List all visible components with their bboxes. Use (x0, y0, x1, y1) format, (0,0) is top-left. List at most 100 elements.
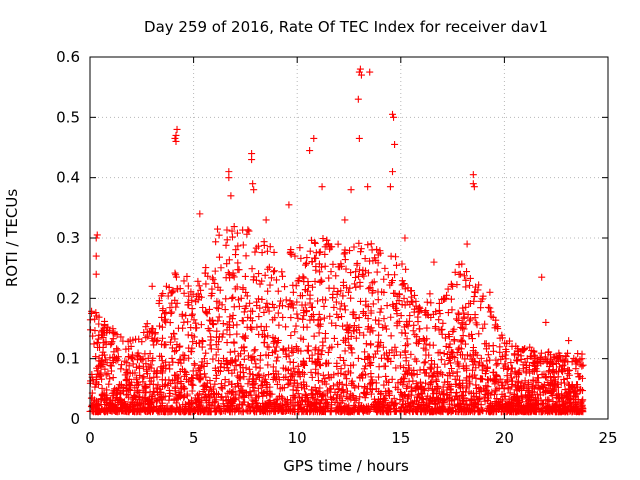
data-point (489, 408, 497, 416)
data-point (273, 400, 281, 408)
data-point (573, 381, 581, 389)
data-point (285, 344, 293, 352)
data-point (202, 308, 210, 316)
data-point (226, 313, 234, 321)
data-point (438, 402, 446, 410)
data-point (264, 287, 272, 295)
data-point (558, 390, 566, 398)
data-point (525, 397, 533, 405)
data-point (355, 314, 363, 322)
data-point (347, 408, 355, 416)
data-point (322, 395, 330, 403)
data-point (181, 352, 189, 360)
data-point (225, 256, 233, 264)
data-point (357, 248, 365, 256)
data-point (391, 271, 399, 279)
data-point (125, 403, 133, 411)
data-point (433, 368, 441, 376)
data-point (506, 389, 514, 397)
data-point (356, 329, 364, 337)
data-point (310, 254, 318, 262)
data-point (315, 310, 323, 318)
data-point (434, 395, 442, 403)
data-point (485, 404, 493, 412)
data-point (454, 316, 462, 324)
data-point (519, 395, 527, 403)
data-point (92, 309, 100, 317)
data-point (224, 321, 232, 329)
data-point (212, 351, 220, 359)
data-point (576, 387, 584, 395)
data-point (428, 385, 436, 393)
data-point (462, 364, 470, 372)
data-point (306, 291, 314, 299)
data-point (364, 325, 372, 333)
data-point (242, 288, 250, 296)
data-point (331, 398, 339, 406)
data-point (373, 245, 381, 253)
data-point (367, 309, 375, 317)
data-point (319, 338, 327, 346)
data-point (180, 277, 188, 285)
data-point (368, 279, 376, 287)
data-point (121, 371, 129, 379)
data-point (527, 401, 535, 409)
data-point (396, 362, 404, 370)
data-point (306, 247, 314, 255)
data-point (168, 354, 176, 362)
data-point (446, 340, 454, 348)
data-point (387, 252, 395, 260)
data-point (255, 370, 263, 378)
data-point (401, 348, 409, 356)
data-point (396, 351, 404, 359)
data-point (453, 315, 460, 323)
data-point (347, 294, 355, 302)
data-point (209, 320, 217, 328)
data-point (381, 264, 389, 272)
data-point (451, 268, 459, 276)
data-point (292, 343, 300, 351)
data-point (267, 407, 275, 415)
data-point (319, 234, 327, 242)
data-point (222, 241, 230, 249)
data-point (459, 351, 467, 359)
data-point (389, 168, 397, 176)
data-point (460, 272, 468, 280)
data-point (559, 400, 567, 408)
data-point (393, 310, 401, 318)
data-point (337, 260, 345, 268)
data-point (416, 325, 424, 333)
data-point (202, 393, 210, 401)
data-point (500, 392, 508, 400)
data-point (201, 269, 209, 277)
data-point (180, 408, 188, 416)
data-point (174, 285, 182, 293)
data-point (444, 309, 452, 317)
data-point (230, 223, 238, 231)
data-point (447, 348, 455, 356)
data-point (172, 137, 180, 145)
data-point (291, 252, 299, 260)
data-point (95, 331, 103, 339)
data-point (376, 308, 384, 316)
data-point (168, 344, 176, 352)
data-point (157, 402, 165, 410)
data-point (389, 110, 397, 118)
data-point (373, 347, 381, 355)
data-point (277, 297, 285, 305)
data-point (302, 382, 310, 390)
data-point (565, 371, 573, 379)
data-point (168, 288, 176, 296)
data-point (515, 385, 523, 393)
data-point (285, 379, 293, 387)
data-point (579, 404, 587, 412)
data-point (239, 333, 247, 341)
data-point (278, 268, 286, 276)
data-point (368, 386, 376, 394)
data-point (162, 358, 170, 366)
data-point (286, 297, 294, 305)
data-point (390, 394, 398, 402)
data-point (287, 300, 295, 308)
data-point (230, 273, 238, 281)
data-point (209, 274, 217, 282)
